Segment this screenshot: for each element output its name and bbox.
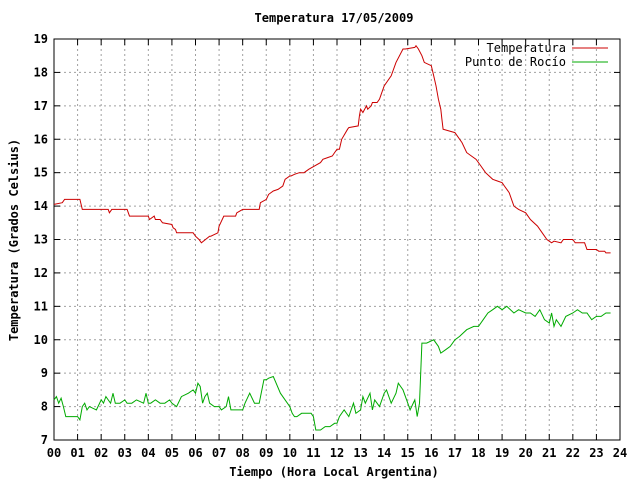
y-tick-label: 17	[34, 99, 48, 113]
x-tick-label: 21	[542, 446, 556, 460]
legend: Temperatura Punto de Rocío	[465, 41, 608, 69]
grid-lines	[54, 39, 620, 440]
x-tick-label: 15	[401, 446, 415, 460]
x-tick-label: 07	[212, 446, 226, 460]
series-line-punto-de-rocio	[53, 305, 611, 431]
y-tick-label: 10	[34, 333, 48, 347]
x-tick-label: 02	[94, 446, 108, 460]
y-tick-label: 15	[34, 166, 48, 180]
y-axis-label: Temperatura (Grados Celsius)	[7, 139, 21, 341]
x-tick-label: 11	[306, 446, 320, 460]
x-tick-label: 19	[495, 446, 509, 460]
x-tick-label: 22	[566, 446, 580, 460]
x-tick-label: 10	[283, 446, 297, 460]
x-tick-label: 24	[613, 446, 627, 460]
chart-title: Temperatura 17/05/2009	[255, 11, 414, 25]
y-tick-label: 8	[41, 400, 48, 414]
y-tick-label: 19	[34, 32, 48, 46]
series-line-temperatura	[53, 44, 611, 254]
x-tick-label: 03	[118, 446, 132, 460]
x-tick-label: 00	[47, 446, 61, 460]
x-tick-label: 18	[471, 446, 485, 460]
x-tick-label: 05	[165, 446, 179, 460]
y-tick-label: 12	[34, 266, 48, 280]
x-tick-label: 14	[377, 446, 391, 460]
x-tick-label: 04	[141, 446, 155, 460]
axis-ticks: 7 8 9 10 11 12 13 14 15 16 17 18 19 00 01 02 03 04 05 06 07 0…	[34, 32, 628, 460]
x-axis-label: Tiempo (Hora Local Argentina)	[229, 465, 439, 479]
x-tick-label: 20	[518, 446, 532, 460]
x-tick-label: 08	[235, 446, 249, 460]
y-tick-label: 18	[34, 65, 48, 79]
legend-label-punto-de-rocio: Punto de Rocío	[465, 55, 566, 69]
x-tick-label: 06	[188, 446, 202, 460]
x-tick-label: 13	[353, 446, 367, 460]
x-tick-label: 17	[448, 446, 462, 460]
y-tick-label: 9	[41, 366, 48, 380]
series-lines	[53, 44, 611, 431]
y-tick-label: 13	[34, 233, 48, 247]
x-tick-label: 09	[259, 446, 273, 460]
y-tick-label: 11	[34, 299, 48, 313]
x-tick-label: 12	[330, 446, 344, 460]
legend-label-temperatura: Temperatura	[487, 41, 566, 55]
y-tick-label: 14	[34, 199, 48, 213]
x-tick-label: 01	[70, 446, 84, 460]
x-tick-label: 16	[424, 446, 438, 460]
y-tick-label: 7	[41, 433, 48, 447]
y-tick-label: 16	[34, 132, 48, 146]
x-tick-label: 23	[589, 446, 603, 460]
